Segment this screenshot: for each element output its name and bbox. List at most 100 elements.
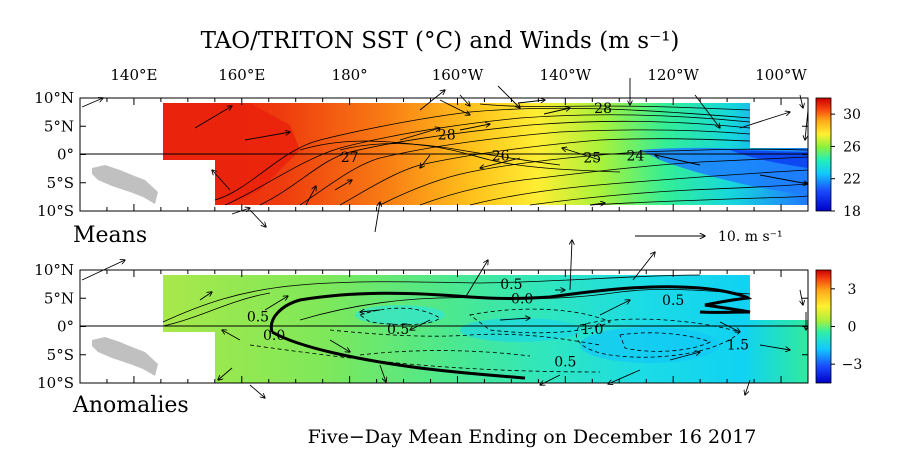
y-tick-label: 10°N bbox=[34, 261, 74, 279]
wind-vector bbox=[459, 124, 490, 131]
wind-vector bbox=[800, 289, 803, 305]
wind-vector bbox=[329, 339, 350, 352]
wind-vector bbox=[805, 109, 809, 140]
wind-vector bbox=[570, 240, 572, 291]
x-tick-labels: 140°E 160°E 180° 160°W 140°W 120°W 100°W bbox=[110, 66, 807, 84]
contour-label: 27 bbox=[341, 150, 359, 166]
wind-vector bbox=[497, 85, 520, 108]
footer-caption: Five−Day Mean Ending on December 16 2017 bbox=[308, 426, 757, 448]
wind-vector bbox=[800, 94, 803, 108]
sst-contours bbox=[214, 103, 808, 206]
contour-label: 0.5 bbox=[554, 355, 576, 371]
contour-label: 1.5 bbox=[727, 338, 749, 354]
wind-vector bbox=[655, 155, 701, 166]
colorbar-tick-label: 26 bbox=[843, 139, 861, 155]
wind-vector bbox=[305, 186, 316, 206]
contour-label: 0.0 bbox=[511, 291, 533, 307]
wind-anomaly-vectors bbox=[81, 240, 806, 398]
x-tick-label: 120°W bbox=[647, 66, 699, 84]
wind-vector bbox=[264, 296, 288, 311]
contour-label: 1.0 bbox=[581, 322, 603, 338]
wind-vector bbox=[543, 108, 570, 115]
y-tick-label: 5°N bbox=[44, 289, 74, 307]
wind-vector bbox=[739, 112, 790, 129]
reference-wind-label: 10. m s⁻¹ bbox=[718, 229, 783, 245]
wind-vector bbox=[608, 369, 641, 384]
wind-vector bbox=[410, 319, 431, 330]
y-tick-label: 5°S bbox=[47, 174, 74, 192]
wind-vector bbox=[694, 94, 720, 128]
y-tick-label: 0° bbox=[57, 146, 74, 164]
wind-vector bbox=[249, 384, 265, 398]
wind-vector bbox=[759, 344, 790, 350]
axis-ticks bbox=[80, 97, 809, 212]
contour-label: 0.5 bbox=[387, 322, 409, 338]
x-tick-label: 100°W bbox=[755, 66, 807, 84]
wind-vector bbox=[589, 203, 605, 205]
wind-vector bbox=[420, 154, 431, 168]
panel-label-anomalies: Anomalies bbox=[72, 393, 189, 418]
contour-label: 28 bbox=[594, 101, 612, 117]
colorbar-tick-label: 30 bbox=[843, 107, 861, 123]
contour-label: 25 bbox=[583, 150, 601, 166]
axis-ticks-bottom bbox=[80, 269, 809, 384]
anomaly-cool-patch-2 bbox=[460, 318, 580, 342]
wind-vector bbox=[334, 180, 352, 191]
colorbar-tick-label: 22 bbox=[843, 172, 861, 188]
wind-vector bbox=[194, 106, 232, 129]
wind-vector bbox=[249, 209, 266, 227]
wind-vector bbox=[632, 252, 655, 281]
panel-label-means: Means bbox=[73, 223, 147, 248]
contour-label: 28 bbox=[438, 128, 456, 144]
means-colorbar-ticks: 30 26 22 18 bbox=[831, 107, 861, 220]
y-tick-label: 5°N bbox=[44, 117, 74, 135]
colorbar-tick-label: 3 bbox=[848, 282, 857, 298]
wind-vector bbox=[212, 170, 231, 191]
wind-vector bbox=[719, 321, 740, 332]
wind-vector bbox=[379, 364, 386, 382]
means-panel: 28 27 26 28 25 24 10°N 5°N 0° 5°S 10°S 30 26 22 18 M… bbox=[34, 78, 861, 248]
means-colorbar bbox=[815, 97, 832, 212]
land-mass bbox=[92, 165, 158, 204]
land-mass-bottom bbox=[92, 337, 158, 376]
wind-vector bbox=[464, 260, 488, 299]
wind-vectors bbox=[81, 78, 809, 233]
contour-label: 26 bbox=[492, 149, 510, 165]
colorbar-tick-label: 18 bbox=[843, 204, 861, 220]
wind-vector bbox=[517, 100, 545, 104]
colorbar-tick-label: 0 bbox=[848, 320, 857, 336]
wind-vector bbox=[419, 90, 445, 111]
contour-label: 0.5 bbox=[247, 309, 269, 325]
wind-vector bbox=[199, 292, 212, 301]
wind-vector bbox=[599, 300, 630, 316]
x-tick-label: 160°E bbox=[218, 66, 265, 84]
y-tick-label: 10°S bbox=[37, 202, 74, 220]
x-tick-label: 160°W bbox=[432, 66, 484, 84]
anomaly-contours bbox=[162, 274, 751, 373]
wind-vector bbox=[218, 367, 233, 380]
anomalies-panel: 0.50.0 0.50.50.0 0.5 1.01.50.5 10°N5°N0°5°S… bbox=[34, 240, 862, 418]
wind-vector bbox=[231, 208, 250, 215]
wind-vector bbox=[399, 128, 440, 141]
wind-vector bbox=[562, 148, 601, 161]
wind-vector bbox=[222, 330, 241, 341]
y-tick-label: 10°N bbox=[34, 89, 74, 107]
contour-label: 0.5 bbox=[500, 277, 522, 293]
wind-vector bbox=[540, 374, 561, 385]
wind-vector bbox=[244, 132, 290, 141]
anomaly-field: 0.50.0 0.50.50.0 0.5 1.01.50.5 bbox=[162, 274, 808, 383]
wind-vector bbox=[81, 260, 125, 281]
wind-vector bbox=[745, 379, 751, 395]
wind-vector bbox=[480, 157, 521, 168]
wind-vector bbox=[669, 352, 700, 361]
contour-label: 0.0 bbox=[263, 328, 285, 344]
wind-vector bbox=[499, 318, 530, 320]
x-tick-label: 140°W bbox=[540, 66, 592, 84]
wind-vector bbox=[360, 310, 381, 312]
chart-title: TAO/TRITON SST (°C) and Winds (m s⁻¹) bbox=[201, 28, 680, 54]
wind-vector bbox=[759, 174, 808, 184]
wind-vector bbox=[81, 98, 103, 108]
wind-vector bbox=[459, 94, 470, 106]
y-tick-labels: 10°N 5°N 0° 5°S 10°S bbox=[34, 89, 74, 220]
